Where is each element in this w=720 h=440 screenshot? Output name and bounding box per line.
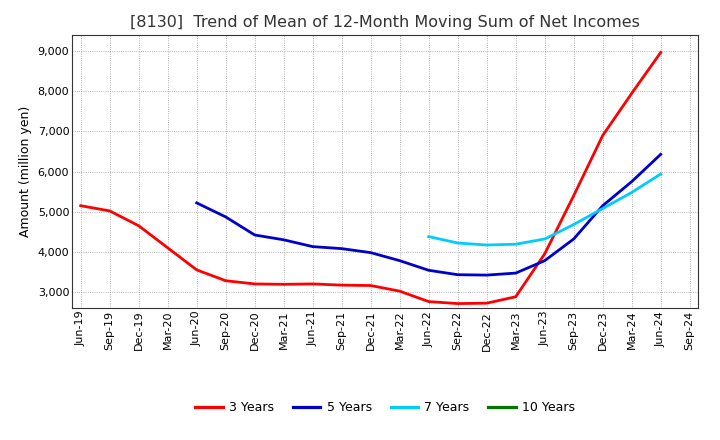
Title: [8130]  Trend of Mean of 12-Month Moving Sum of Net Incomes: [8130] Trend of Mean of 12-Month Moving … — [130, 15, 640, 30]
Legend: 3 Years, 5 Years, 7 Years, 10 Years: 3 Years, 5 Years, 7 Years, 10 Years — [191, 396, 580, 419]
Y-axis label: Amount (million yen): Amount (million yen) — [19, 106, 32, 237]
